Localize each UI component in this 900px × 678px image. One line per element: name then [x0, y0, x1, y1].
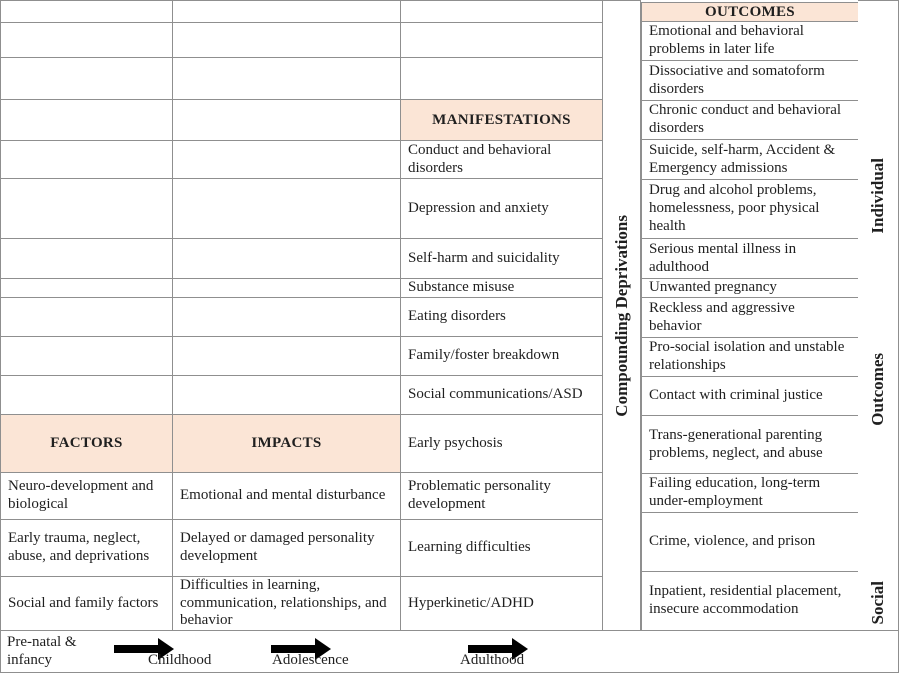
outcome-item: Pro-social isolation and unstable relati… — [642, 338, 859, 377]
arrow-head — [315, 638, 331, 660]
empty-cell — [1, 239, 173, 279]
factors-header: FACTORS — [1, 415, 173, 473]
manifestation-item: Eating disorders — [401, 298, 603, 337]
impact-item: Delayed or damaged personality developme… — [173, 520, 401, 577]
arrow-shaft — [468, 645, 512, 653]
stage-adulthood: Adulthood — [460, 652, 525, 668]
stage-childhood: Childhood — [148, 652, 212, 668]
outcome-item: Chronic conduct and behavioral disorders — [642, 101, 859, 140]
manifestation-item: Self-harm and suicidality — [401, 239, 603, 279]
manifestations-header: MANIFESTATIONS — [401, 100, 603, 141]
empty-cell — [1, 179, 173, 239]
outcome-category-labels: Individual Outcomes Social — [858, 0, 899, 672]
manifestation-item: Hyperkinetic/ADHD — [401, 577, 603, 631]
outcome-item: Emotional and behavioral problems in lat… — [642, 22, 859, 61]
outcomes-column: OUTCOMES Emotional and behavioral proble… — [641, 2, 859, 631]
outcome-item: Drug and alcohol problems, homelessness,… — [642, 180, 859, 239]
empty-cell — [173, 376, 401, 415]
factor-item: Social and family factors — [1, 577, 173, 631]
empty-cell — [173, 58, 401, 100]
arrow-shaft — [114, 645, 158, 653]
empty-cell — [1, 337, 173, 376]
empty-cell — [173, 279, 401, 298]
impact-item: Emotional and mental disturbance — [173, 473, 401, 520]
empty-cell — [401, 1, 603, 23]
manifestation-item: Problematic personality development — [401, 473, 603, 520]
outcome-item: Reckless and aggressive behavior — [642, 298, 859, 338]
outcomes-category: Outcomes — [858, 329, 898, 449]
empty-cell — [1, 279, 173, 298]
manifestation-item: Early psychosis — [401, 415, 603, 473]
outcome-item: Failing education, long-term under-emplo… — [642, 474, 859, 513]
empty-cell — [173, 239, 401, 279]
compounding-deprivations-label: Compounding Deprivations — [611, 214, 631, 417]
life-stage-timeline: Pre-natal & infancy Childhood Adolescenc… — [0, 630, 899, 673]
manifestation-item: Substance misuse — [401, 279, 603, 298]
empty-cell — [1, 298, 173, 337]
empty-cell — [173, 141, 401, 179]
empty-cell — [401, 23, 603, 58]
right-arrow-icon — [114, 638, 174, 660]
arrow-head — [158, 638, 174, 660]
arrow-head — [512, 638, 528, 660]
empty-cell — [173, 179, 401, 239]
impacts-header: IMPACTS — [173, 415, 401, 473]
compounding-deprivations-strip: Compounding Deprivations — [602, 0, 641, 631]
outcome-item: Dissociative and somatoform disorders — [642, 61, 859, 101]
empty-cell — [173, 23, 401, 58]
factor-item: Early trauma, neglect, abuse, and depriv… — [1, 520, 173, 577]
outcome-item: Crime, violence, and prison — [642, 513, 859, 572]
right-arrow-icon — [468, 638, 528, 660]
outcomes-label: Outcomes — [868, 352, 887, 426]
outcome-item: Trans-generational parenting problems, n… — [642, 416, 859, 474]
empty-cell — [1, 376, 173, 415]
manifestation-item: Family/foster breakdown — [401, 337, 603, 376]
individual-label: Individual — [868, 158, 887, 234]
empty-cell — [1, 58, 173, 100]
manifestation-item: Conduct and behavioral disorders — [401, 141, 603, 179]
manifestation-item: Learning difficulties — [401, 520, 603, 577]
empty-cell — [1, 23, 173, 58]
empty-cell — [173, 298, 401, 337]
manifestation-item: Social communications/ASD — [401, 376, 603, 415]
outcomes-header: OUTCOMES — [642, 3, 859, 22]
stage-adolescence: Adolescence — [272, 652, 349, 668]
manifestation-item: Depression and anxiety — [401, 179, 603, 239]
empty-cell — [1, 1, 173, 23]
factor-item: Neuro-development and biological — [1, 473, 173, 520]
outcome-item: Inpatient, residential placement, insecu… — [642, 572, 859, 631]
individual-category: Individual — [858, 101, 898, 291]
outcome-item: Unwanted pregnancy — [642, 279, 859, 298]
empty-cell — [173, 1, 401, 23]
right-arrow-icon — [271, 638, 331, 660]
outcome-item: Contact with criminal justice — [642, 377, 859, 416]
stage-prenatal-infancy: Pre-natal & infancy — [7, 634, 77, 668]
factors-impacts-manifestations-grid: MANIFESTATIONS Conduct and behavioral di… — [0, 0, 603, 631]
outcome-item: Serious mental illness in adulthood — [642, 239, 859, 279]
outcome-item: Suicide, self-harm, Accident & Emergency… — [642, 140, 859, 180]
impact-item: Difficulties in learning, communication,… — [173, 577, 401, 631]
empty-cell — [401, 58, 603, 100]
arrow-shaft — [271, 645, 315, 653]
social-label: Social — [868, 581, 887, 625]
empty-cell — [1, 100, 173, 141]
empty-cell — [173, 100, 401, 141]
empty-cell — [1, 141, 173, 179]
empty-cell — [173, 337, 401, 376]
